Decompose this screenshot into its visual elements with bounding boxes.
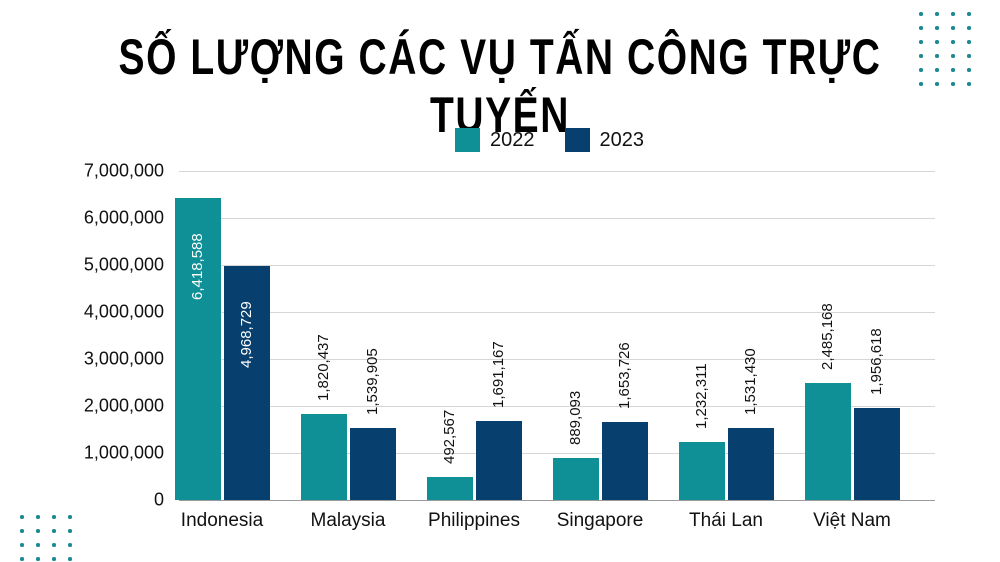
dot [935, 26, 939, 30]
bar-2022-thái-lan [678, 442, 725, 500]
dot [951, 12, 955, 16]
y-tick-label: 3,000,000 [83, 348, 164, 369]
dot [967, 68, 971, 72]
legend: 2022 2023 [455, 128, 674, 152]
bar-2022-indonesia [174, 198, 221, 500]
x-tick-label: Philippines [428, 510, 520, 531]
dot [36, 529, 40, 533]
dot [951, 54, 955, 58]
dot [967, 54, 971, 58]
bar-2023-malaysia [349, 427, 396, 500]
x-tick-label: Indonesia [180, 510, 264, 531]
data-label: 1,956,618 [867, 328, 885, 396]
dot [919, 26, 923, 30]
x-tick-label: Việt Nam [813, 510, 891, 531]
gridline [179, 406, 935, 407]
dot [52, 557, 56, 561]
data-label: 2,485,168 [818, 303, 836, 371]
legend-label-2022: 2022 [490, 128, 535, 151]
gridline [179, 312, 935, 313]
dot [935, 40, 939, 44]
gridline [179, 171, 935, 172]
data-label: 1,820,437 [314, 334, 332, 402]
dot [919, 54, 923, 58]
dot [68, 543, 72, 547]
y-tick-label: 5,000,000 [83, 254, 164, 275]
legend-swatch-2023 [564, 128, 590, 152]
dot [52, 543, 56, 547]
data-label: 1,232,311 [692, 363, 710, 430]
data-label: 492,567 [440, 409, 458, 464]
data-label: 1,691,167 [489, 340, 507, 408]
dot [36, 557, 40, 561]
chart-title: SỐ LƯỢNG CÁC VỤ TẤN CÔNG TRỰC TUYẾN [118, 29, 882, 143]
dot [951, 26, 955, 30]
dot [36, 515, 40, 519]
dot [935, 12, 939, 16]
plot-area: 6,418,588 4,968,729 1,820,437 1,539,905 492,… [174, 171, 935, 501]
dot [935, 68, 939, 72]
dot [935, 82, 939, 86]
dot [967, 40, 971, 44]
y-tick-label: 7,000,000 [83, 160, 164, 181]
dot [20, 529, 24, 533]
bar-2023-singapore [601, 422, 648, 500]
legend-item-2022: 2022 [455, 128, 535, 152]
bar-2023-indonesia [223, 266, 270, 500]
dot [20, 515, 24, 519]
decorative-dot-grid-top-right [919, 12, 972, 86]
dot [919, 82, 923, 86]
dot [967, 82, 971, 86]
bar-2022-việt-nam [804, 383, 851, 500]
bar-2023-thái-lan [727, 428, 774, 500]
dot [68, 557, 72, 561]
dot [951, 40, 955, 44]
data-label: 1,531,430 [741, 348, 759, 416]
data-label: 889,093 [566, 390, 584, 446]
x-axis-line [179, 499, 935, 501]
gridline [179, 453, 935, 454]
y-tick-label: 6,000,000 [83, 207, 164, 228]
dot [52, 529, 56, 533]
legend-item-2023: 2023 [564, 128, 645, 152]
dot [68, 529, 72, 533]
dot [919, 68, 923, 72]
data-label: 1,539,905 [363, 347, 381, 415]
dot [36, 543, 40, 547]
dot [967, 12, 971, 16]
bar-2022-malaysia [300, 414, 347, 500]
x-tick-label: Thái Lan [689, 510, 763, 531]
dot [919, 40, 923, 44]
y-tick-label: 0 [153, 489, 164, 510]
bar-2023-việt-nam [853, 408, 900, 500]
dot [951, 68, 955, 72]
y-tick-label: 1,000,000 [83, 442, 164, 463]
data-label: 4,968,729 [237, 301, 255, 369]
dot [935, 54, 939, 58]
x-tick-label: Singapore [556, 510, 644, 531]
dot [919, 12, 923, 16]
data-label: 1,653,726 [615, 342, 633, 410]
x-tick-label: Malaysia [310, 510, 386, 531]
dot [52, 515, 56, 519]
gridline [179, 359, 935, 360]
dot [967, 26, 971, 30]
y-tick-label: 2,000,000 [83, 395, 164, 416]
bar-2022-philippines [426, 476, 473, 500]
dot [951, 82, 955, 86]
bar-2023-philippines [475, 420, 522, 500]
dot [68, 515, 72, 519]
data-label: 6,418,588 [188, 233, 206, 301]
decorative-dot-grid-bottom-left [20, 515, 73, 561]
bar-2022-singapore [552, 458, 599, 500]
y-tick-label: 4,000,000 [83, 301, 164, 322]
legend-label-2023: 2023 [599, 128, 645, 151]
legend-swatch-2022 [455, 128, 480, 152]
gridline [179, 265, 935, 266]
dot [20, 557, 24, 561]
dot [20, 543, 24, 547]
gridline [179, 218, 935, 219]
